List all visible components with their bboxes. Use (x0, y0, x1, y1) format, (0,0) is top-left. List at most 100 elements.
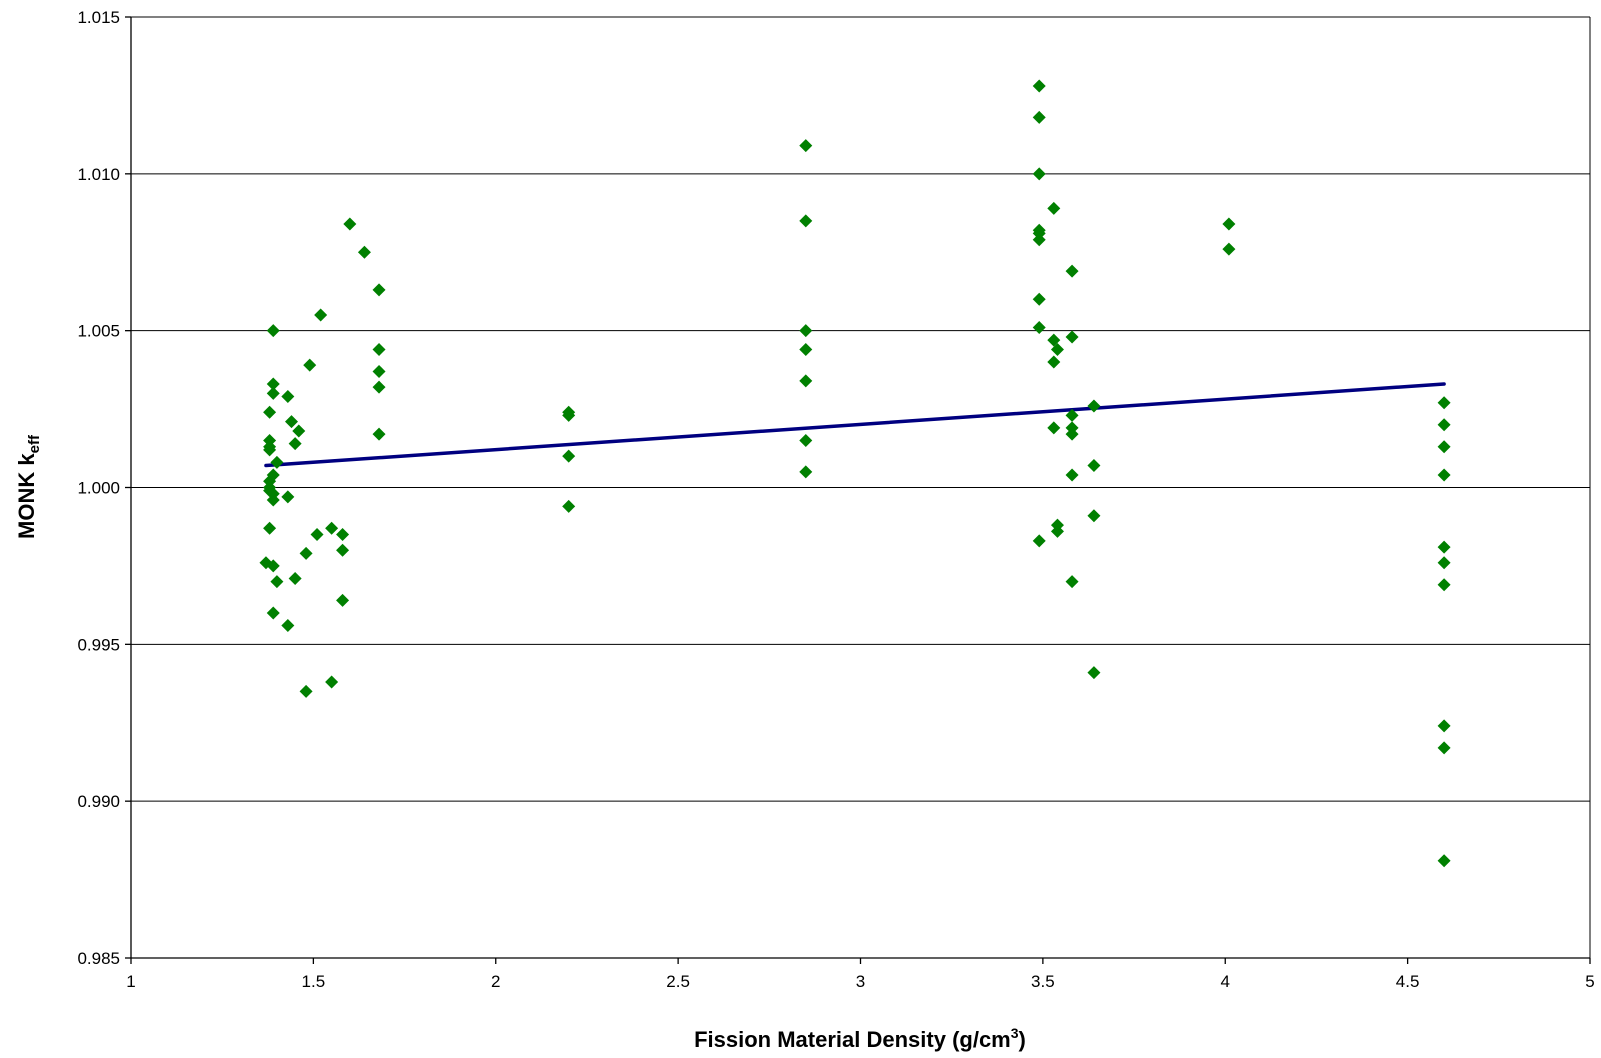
data-point (372, 427, 386, 441)
data-point (288, 571, 302, 585)
data-point (1032, 233, 1046, 247)
data-point (299, 684, 313, 698)
y-tick-label: 0.995 (77, 635, 120, 654)
data-point (1437, 578, 1451, 592)
data-point (1087, 459, 1101, 473)
data-point (303, 358, 317, 372)
data-point (372, 342, 386, 356)
data-point (281, 490, 295, 504)
data-point (1437, 556, 1451, 570)
data-point (1222, 217, 1236, 231)
data-point (562, 449, 576, 463)
data-point (562, 499, 576, 513)
y-axis-title: MONK keff (14, 434, 43, 539)
data-point (1032, 534, 1046, 548)
x-tick-label: 4 (1221, 972, 1230, 991)
x-tick-label: 2.5 (666, 972, 690, 991)
y-tick-label: 0.990 (77, 792, 120, 811)
data-point (562, 408, 576, 422)
x-tick-label: 1 (126, 972, 135, 991)
data-point (1437, 741, 1451, 755)
data-point (1032, 292, 1046, 306)
y-tick-labels: 0.985 0.990 0.995 1.000 1.005 1.010 1.015 (77, 8, 120, 968)
y-tick-label: 1.010 (77, 165, 120, 184)
data-point (1087, 509, 1101, 523)
y-tick-label: 0.985 (77, 949, 120, 968)
data-point (357, 245, 371, 259)
x-tick-label: 1.5 (302, 972, 326, 991)
data-point (266, 559, 280, 573)
data-point (1047, 201, 1061, 215)
x-tick-label: 3 (856, 972, 865, 991)
data-point (1437, 719, 1451, 733)
data-point (1050, 524, 1064, 538)
x-tick-label: 4.5 (1396, 972, 1420, 991)
data-point (310, 528, 324, 542)
data-point (1087, 666, 1101, 680)
data-point (266, 606, 280, 620)
x-tick-label: 3.5 (1031, 972, 1055, 991)
data-point (314, 308, 328, 322)
data-point (1065, 468, 1079, 482)
data-points (259, 79, 1451, 868)
data-point (1087, 399, 1101, 413)
y-tick-label: 1.000 (77, 479, 120, 498)
data-point (343, 217, 357, 231)
data-point (266, 324, 280, 338)
data-point (1032, 79, 1046, 93)
data-point (1437, 440, 1451, 454)
data-point (1222, 242, 1236, 256)
data-point (1047, 355, 1061, 369)
data-point (288, 437, 302, 451)
data-point (263, 433, 277, 447)
data-point (336, 593, 350, 607)
data-point (799, 465, 813, 479)
data-point (281, 619, 295, 633)
data-point (1437, 396, 1451, 410)
data-point (1050, 342, 1064, 356)
data-point (799, 139, 813, 153)
data-point (1032, 110, 1046, 124)
data-point (325, 521, 339, 535)
data-point (1047, 421, 1061, 435)
data-point (1437, 854, 1451, 868)
data-point (266, 468, 280, 482)
y-tick-label: 1.015 (77, 8, 120, 27)
data-point (299, 546, 313, 560)
x-tick-label: 5 (1585, 972, 1594, 991)
data-point (372, 283, 386, 297)
data-point (1065, 330, 1079, 344)
y-tick-label: 1.005 (77, 322, 120, 341)
data-point (281, 390, 295, 404)
data-point (372, 364, 386, 378)
data-point (1047, 333, 1061, 347)
gridlines (131, 16, 1590, 802)
data-point (1032, 167, 1046, 181)
data-point (1065, 408, 1079, 422)
data-point (1065, 264, 1079, 278)
axes (125, 16, 1591, 964)
data-point (263, 443, 277, 457)
trendline (264, 382, 1446, 468)
data-point (336, 528, 350, 542)
data-point (799, 374, 813, 388)
data-point (799, 214, 813, 228)
data-point (263, 405, 277, 419)
data-point (1437, 418, 1451, 432)
data-point (266, 386, 280, 400)
data-point (1437, 540, 1451, 554)
data-point (270, 575, 284, 589)
data-point (799, 324, 813, 338)
data-point (1065, 427, 1079, 441)
data-point (270, 455, 284, 469)
data-point (799, 342, 813, 356)
data-point (1032, 321, 1046, 335)
data-point (325, 675, 339, 689)
data-point (263, 521, 277, 535)
x-tick-label: 2 (491, 972, 500, 991)
data-point (1437, 468, 1451, 482)
data-point (292, 424, 306, 438)
data-point (266, 377, 280, 391)
data-point (284, 415, 298, 429)
